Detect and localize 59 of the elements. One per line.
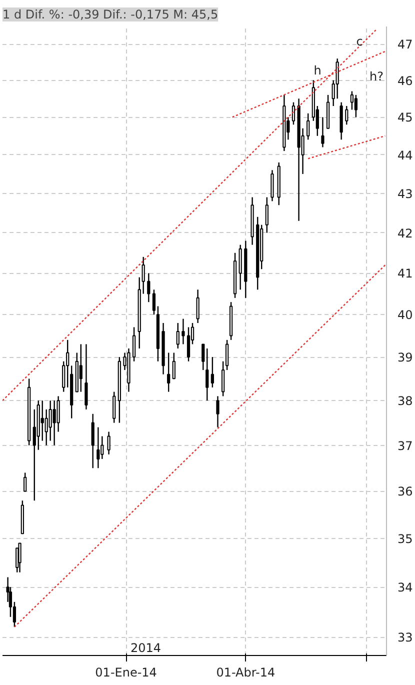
annotation: h <box>314 64 322 78</box>
candlestick <box>112 391 116 424</box>
candlestick <box>216 396 220 428</box>
candlestick <box>66 339 70 388</box>
y-tick-label: 46 <box>398 74 413 88</box>
y-tick-label: 36 <box>398 484 413 499</box>
chart-title: 1 d Dif. %: -0,39 Dif.: -0,175 M: 45,5 <box>2 8 218 22</box>
candlestick <box>182 318 185 345</box>
y-tick-label: 33 <box>398 630 413 645</box>
candlestick <box>167 352 170 392</box>
candlestick <box>222 360 225 397</box>
candlestick <box>172 352 176 380</box>
candlestick <box>265 196 268 234</box>
y-tick-label: 40 <box>398 308 413 322</box>
candlestick <box>292 102 296 126</box>
annotation: c <box>356 34 363 48</box>
candlestick <box>79 344 82 392</box>
candlestick <box>345 105 348 126</box>
candlestick <box>186 326 190 362</box>
candlestick <box>321 116 324 148</box>
candlestick <box>270 170 274 202</box>
candlestick <box>152 289 156 316</box>
candlestick <box>132 326 136 362</box>
candlestick <box>18 542 22 573</box>
candlestick <box>210 356 214 388</box>
candlestick <box>24 472 27 492</box>
candlestick <box>107 431 110 455</box>
candlestick <box>96 426 100 469</box>
y-tick-label: 41 <box>398 266 413 281</box>
candlestick <box>196 289 200 324</box>
candlestick <box>176 322 180 350</box>
candlestick <box>32 408 36 502</box>
candlestick <box>52 400 56 446</box>
candlestick <box>336 58 339 100</box>
candlestick <box>354 94 358 118</box>
candlestick <box>202 344 205 371</box>
candlestick <box>48 400 52 442</box>
annotation: h? <box>370 70 384 84</box>
candlestick <box>40 400 44 442</box>
y-tick-label: 43 <box>398 186 413 201</box>
candlestick <box>306 112 310 140</box>
y-tick-label: 37 <box>398 438 413 453</box>
candlestick <box>91 413 94 469</box>
candlestick <box>225 339 229 371</box>
candlestick <box>147 272 150 303</box>
candlestick <box>206 348 209 402</box>
y-tick-label: 47 <box>398 38 413 52</box>
annotation: 2014 <box>130 641 162 655</box>
y-tick-label: 45 <box>398 110 413 125</box>
candlestick <box>350 90 354 110</box>
x-tick-label: 01-Abr-14 <box>216 666 276 680</box>
candlestick <box>84 344 88 410</box>
x-tick-label: 01-Ene-14 <box>95 666 157 680</box>
y-tick-label: 42 <box>398 226 413 240</box>
y-tick-label: 38 <box>398 394 413 408</box>
y-tick-label: 44 <box>398 148 413 162</box>
y-tick-label: 35 <box>398 532 413 546</box>
y-tick-label: 34 <box>398 580 413 595</box>
y-tick-label: 39 <box>398 350 413 365</box>
